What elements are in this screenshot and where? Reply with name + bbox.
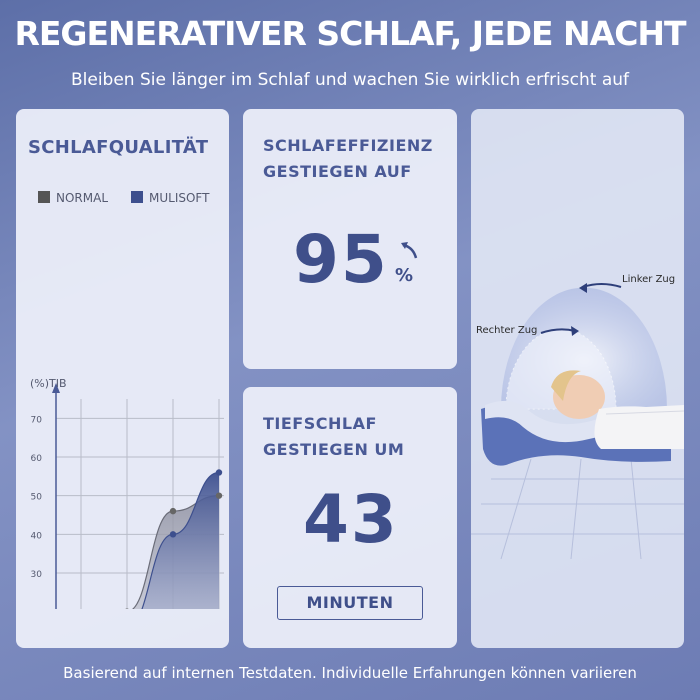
- chart-heading: SCHLAFQUALITÄT: [28, 137, 209, 158]
- efficiency-heading: SCHLAFEFFIZIENZ GESTIEGEN AUF: [263, 133, 443, 185]
- y-tick-label: 40: [31, 531, 43, 541]
- efficiency-value: 95: [293, 221, 389, 298]
- floor-grid: [471, 458, 684, 560]
- legend-normal-label: NORMAL: [56, 191, 109, 205]
- series-mulisoft-area: [141, 472, 219, 609]
- y-tick-label: 30: [31, 570, 43, 580]
- series-mulisoft-point: [169, 531, 177, 538]
- efficiency-card: SCHLAFEFFIZIENZ GESTIEGEN AUF 95 %: [243, 109, 457, 369]
- person-body: [594, 405, 684, 449]
- page-title: REGENERATIVER SCHLAF, JEDE NACHT: [14, 14, 686, 53]
- y-tick-label: 60: [31, 454, 43, 464]
- deep-sleep-card: TIEFSCHLAF GESTIEGEN UM 43 MINUTEN: [243, 387, 457, 648]
- pillow-illustration-panel: Linker Zug Rechter Zug: [471, 109, 685, 648]
- series-normal-point: [125, 608, 129, 609]
- footer-disclaimer: Basierend auf internen Testdaten. Indivi…: [63, 664, 637, 682]
- deep-sleep-value: 43: [303, 481, 399, 558]
- series-normal-point: [169, 507, 177, 515]
- y-axis-label: (%)TIB: [30, 377, 67, 390]
- right-pull-label: Rechter Zug: [476, 325, 538, 336]
- legend-mulisoft: MULISOFT: [131, 191, 209, 205]
- deep-sleep-heading-line2: GESTIEGEN UM: [263, 440, 405, 459]
- deep-sleep-heading-line1: TIEFSCHLAF: [263, 414, 377, 433]
- minutes-label-box: MINUTEN: [277, 586, 423, 620]
- legend-normal-swatch: [38, 191, 50, 203]
- efficiency-heading-line2: GESTIEGEN AUF: [263, 162, 412, 181]
- left-pull-arrow: [582, 283, 622, 288]
- arrow-up-icon: [401, 242, 418, 259]
- series-mulisoft-point: [215, 469, 223, 476]
- series-mulisoft-line: [141, 471, 220, 609]
- sleep-quality-chart: (%)TIB010203040506070WachLeichtMäßigTief: [30, 377, 224, 609]
- legend-mulisoft-label: MULISOFT: [149, 191, 210, 205]
- efficiency-heading-line1: SCHLAFEFFIZIENZ: [263, 136, 433, 155]
- y-tick-label: 70: [31, 415, 43, 425]
- series-normal-point: [215, 492, 223, 499]
- efficiency-unit: %: [395, 265, 414, 286]
- series-normal-line: [131, 495, 220, 609]
- y-tick-label: 50: [31, 493, 43, 503]
- pillow-illustration: [471, 283, 685, 560]
- sleep-quality-panel: SCHLAFQUALITÄT NORMAL MULISOFT (%)TIB010…: [16, 109, 229, 648]
- legend-mulisoft-swatch: [131, 191, 143, 203]
- page-subtitle: Bleiben Sie länger im Schlaf und wachen …: [70, 70, 630, 90]
- deep-sleep-heading: TIEFSCHLAF GESTIEGEN UM: [263, 411, 443, 463]
- legend-normal: NORMAL: [38, 191, 108, 205]
- y-axis-arrow: [52, 383, 60, 393]
- left-pull-label: Linker Zug: [622, 274, 676, 285]
